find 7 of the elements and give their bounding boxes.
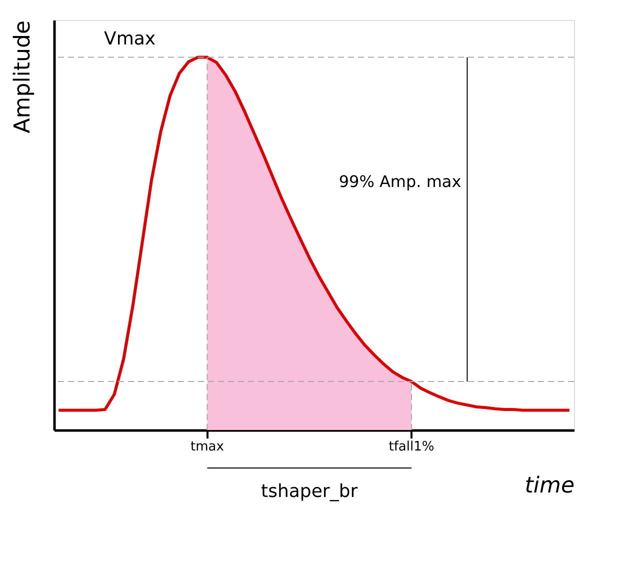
ref-line-label: Vmax <box>104 28 156 50</box>
x-axis-title: time <box>524 474 574 498</box>
x-tick-label: tmax <box>190 440 224 454</box>
text: tshaper_br <box>261 481 358 502</box>
y-axis-title: Amplitude <box>10 20 36 134</box>
x-tick-label: tfall1% <box>388 440 434 454</box>
annotation: 99% Amp. max <box>338 172 462 192</box>
